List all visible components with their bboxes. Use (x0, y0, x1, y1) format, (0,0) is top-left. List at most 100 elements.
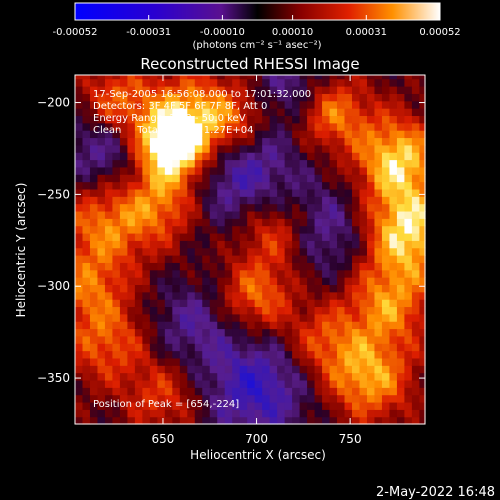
heatmap-cell (134, 357, 143, 366)
heatmap-cell (366, 174, 376, 183)
heatmap-cell (366, 291, 376, 300)
heatmap-cell (299, 225, 308, 234)
heatmap-cell (277, 365, 286, 374)
heatmap-cell (209, 152, 218, 161)
heatmap-cell (411, 122, 420, 131)
heatmap-cell (134, 100, 143, 109)
heatmap-cell (172, 416, 181, 425)
heatmap-cell (359, 387, 368, 396)
heatmap-cell (366, 100, 376, 109)
heatmap-cell (277, 262, 286, 271)
heatmap-cell (389, 262, 398, 271)
heatmap-cell (89, 269, 99, 278)
heatmap-cell (314, 152, 323, 161)
heatmap-cell (164, 93, 173, 102)
heatmap-cell (142, 291, 151, 300)
heatmap-cell (352, 196, 361, 205)
heatmap-cell (202, 196, 211, 205)
heatmap-cell (299, 350, 308, 359)
heatmap-cell (89, 159, 99, 168)
heatmap-cell (419, 210, 426, 219)
heatmap-cell (337, 137, 346, 146)
heatmap-cell (352, 291, 361, 300)
heatmap-cell (396, 75, 406, 80)
heatmap-cell (329, 122, 338, 131)
heatmap-cell (344, 196, 353, 205)
heatmap-cell (187, 100, 196, 109)
heatmap-cell (75, 343, 84, 352)
heatmap-cell (352, 379, 361, 388)
heatmap-cell (254, 196, 263, 205)
heatmap-cell (411, 277, 420, 285)
heatmap-cell (404, 137, 413, 146)
heatmap-cell (366, 269, 376, 278)
heatmap-cell (119, 328, 129, 337)
heatmap-cell (277, 203, 286, 212)
heatmap-cell (262, 409, 271, 418)
heatmap-cell (239, 291, 248, 300)
heatmap-cell (374, 401, 383, 410)
heatmap-cell (352, 416, 361, 425)
heatmap-cell (179, 174, 188, 183)
axis-ticks: 650 700 750−200−250−300−350 (37, 75, 425, 446)
heatmap-cell (314, 203, 323, 212)
heatmap-cell (352, 122, 361, 131)
heatmap-cell (352, 115, 361, 124)
heatmap-cell (284, 350, 293, 359)
heatmap-cell (209, 203, 218, 212)
heatmap-cell (337, 78, 346, 87)
heatmap-cell (172, 269, 181, 278)
heatmap-cell (232, 218, 241, 227)
heatmap-cell (344, 174, 353, 183)
heatmap-cell (75, 299, 84, 308)
heatmap-cell (142, 394, 151, 403)
footer-timestamp: 2-May-2022 16:48 (376, 485, 495, 500)
heatmap-cell (209, 284, 218, 293)
heatmap-cell (381, 409, 391, 418)
heatmap-cell (404, 343, 413, 352)
heatmap-cell (142, 86, 151, 94)
heatmap-cell (142, 174, 151, 183)
heatmap-cell (157, 181, 166, 190)
heatmap-cell (82, 387, 91, 396)
heatmap-cell (104, 218, 114, 227)
heatmap-cell (247, 269, 256, 278)
heatmap-cell (239, 416, 248, 425)
heatmap-cell (419, 284, 426, 293)
heatmap-cell (187, 299, 196, 308)
heatmap-cell (404, 174, 413, 183)
heatmap-cell (164, 277, 173, 285)
heatmap-cell (224, 277, 233, 285)
heatmap-cell (82, 144, 91, 153)
heatmap-cell (89, 144, 99, 153)
heatmap-cell (217, 130, 226, 139)
heatmap-cell (322, 100, 331, 109)
heatmap-cell (389, 203, 398, 212)
heatmap-cell (104, 86, 114, 94)
heatmap-cell (419, 174, 426, 183)
heatmap-cell (209, 115, 218, 124)
heatmap-cell (75, 335, 84, 344)
heatmap-cell (299, 86, 308, 94)
heatmap-cell (411, 365, 420, 374)
heatmap-cell (142, 313, 151, 322)
heatmap-cell (104, 75, 114, 80)
heatmap-cell (389, 306, 398, 315)
heatmap-cell (194, 203, 203, 212)
heatmap-cell (82, 225, 91, 234)
heatmap-cell (396, 343, 406, 352)
heatmap-cell (217, 232, 226, 241)
heatmap-cell (411, 218, 420, 227)
heatmap-cell (344, 313, 353, 322)
heatmap-cell (142, 218, 151, 227)
heatmap-cell (127, 321, 136, 330)
heatmap-cell (224, 225, 233, 234)
heatmap-cell (209, 218, 218, 227)
heatmap-cell (134, 335, 143, 344)
heatmap-cell (142, 357, 151, 366)
heatmap-cell (209, 108, 218, 117)
heatmap-cell (142, 75, 151, 80)
heatmap-cell (389, 350, 398, 359)
heatmap-cell (75, 210, 84, 219)
heatmap-cell (194, 284, 203, 293)
